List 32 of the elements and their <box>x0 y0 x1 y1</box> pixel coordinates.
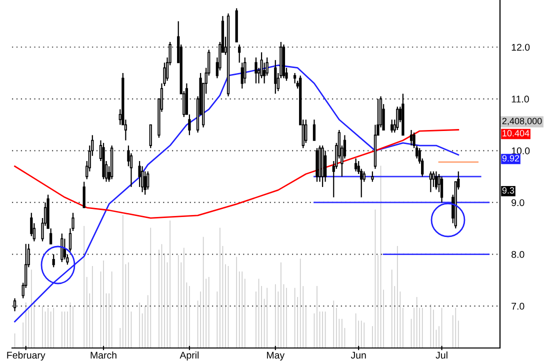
y-tick-label: 11.0 <box>512 96 529 103</box>
candlestick <box>354 158 358 172</box>
candlestick <box>371 170 374 182</box>
candlestick <box>410 129 413 146</box>
text: 2,408,000 <box>502 118 542 126</box>
x-tick-label: May <box>267 352 285 361</box>
candlestick <box>254 56 258 84</box>
candlestick <box>146 170 150 190</box>
y-tick-label: 12.0 <box>512 44 530 51</box>
x-tick-label: March <box>90 351 116 359</box>
y-tick-label: 7.0 <box>512 302 524 310</box>
text: 10.404 <box>502 130 530 136</box>
x-tick-label: February <box>7 351 46 361</box>
text: 9.3 <box>502 187 514 194</box>
candlestick <box>324 150 327 182</box>
text: 9.92 <box>502 155 520 162</box>
candlestick <box>390 119 394 134</box>
candlestick <box>429 170 432 193</box>
candlestick <box>149 124 152 149</box>
candlestick <box>304 119 308 144</box>
candlestick <box>432 170 435 188</box>
candlestick <box>396 106 399 131</box>
y-tick-label: 9.0 <box>512 199 524 206</box>
x-tick-label: Jun <box>350 352 366 359</box>
x-tick-label: April <box>180 351 199 361</box>
candlestick <box>434 170 438 190</box>
candlestick <box>238 44 241 64</box>
candlestick <box>274 60 277 94</box>
x-tick-label: Jul <box>436 351 448 359</box>
candlestick <box>312 119 316 141</box>
y-tick-label: 8.0 <box>512 251 524 258</box>
candlestick <box>440 176 444 204</box>
